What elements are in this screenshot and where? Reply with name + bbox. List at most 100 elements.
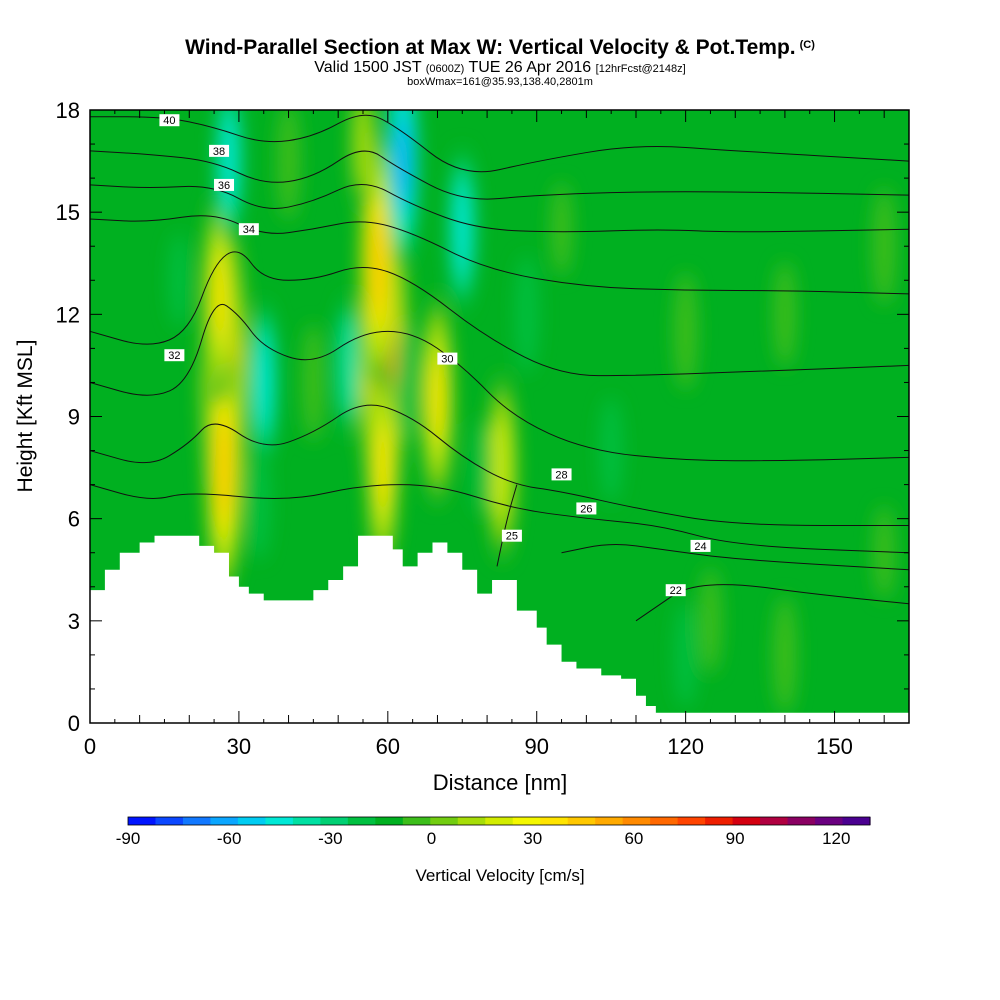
contour-label-30: 30: [441, 354, 453, 366]
velocity-band: [493, 416, 511, 519]
contour-label-bg: [551, 468, 572, 481]
contour-label-bg: [437, 352, 458, 365]
velocity-band: [212, 254, 226, 341]
velocity-cell: [551, 182, 572, 277]
terrain-shape: [90, 535, 909, 723]
theta-contour-36: [90, 183, 909, 233]
velocity-band: [376, 424, 390, 511]
valid-time-line: Valid 1500 JST (0600Z) TUE 26 Apr 2016 […: [0, 59, 1000, 77]
chart-title-mark: (C): [799, 39, 815, 51]
terrain-mask: [90, 535, 909, 723]
velocity-cell: [169, 233, 190, 328]
valid-zulu: (0600Z): [425, 63, 465, 75]
theta-contour-24: [561, 544, 909, 571]
velocity-band: [247, 442, 271, 561]
x-tick-label: 150: [816, 734, 853, 759]
velocity-band: [600, 397, 622, 504]
colorbar-swatch: [650, 817, 679, 825]
velocity-cell: [674, 272, 698, 391]
chart-title: Wind-Parallel Section at Max W: Vertical…: [0, 36, 1000, 60]
colorbar-swatch: [567, 817, 596, 825]
velocity-cell: [396, 323, 420, 442]
contour-label-32: 32: [168, 350, 180, 362]
colorbar-tick-label: 120: [822, 829, 850, 848]
y-tick-label: 3: [68, 609, 80, 634]
velocity-band: [515, 255, 539, 374]
velocity-band: [255, 335, 272, 430]
theta-contour-22: [635, 584, 909, 622]
velocity-cell: [421, 292, 454, 507]
colorbar-label: Vertical Velocity [cm/s]: [415, 866, 584, 885]
colorbar-tick-label: 60: [624, 829, 643, 848]
y-tick-label: 12: [56, 302, 80, 327]
y-tick-label: 6: [68, 507, 80, 532]
velocity-cell: [448, 146, 477, 313]
x-tick-label: 30: [227, 734, 251, 759]
contour-label-bg: [665, 584, 686, 597]
colorbar-swatch: [732, 817, 761, 825]
velocity-band: [371, 214, 385, 312]
velocity-cell: [301, 323, 325, 442]
contour-label-bg: [576, 502, 597, 515]
velocity-cell: [366, 360, 400, 575]
valid-prefix: Valid 1500 JST: [314, 59, 422, 76]
contour-label-bg: [690, 539, 711, 552]
y-tick-label: 0: [68, 711, 80, 736]
velocity-band: [873, 505, 895, 600]
colorbar-swatch: [128, 817, 157, 825]
theta-contour-32: [90, 251, 909, 377]
colorbar-tick-label: -30: [318, 829, 343, 848]
x-tick-label: 0: [84, 734, 96, 759]
velocity-cell: [249, 299, 278, 466]
contour-label-40: 40: [163, 115, 175, 127]
colorbar-swatch: [512, 817, 541, 825]
colorbar-swatch: [347, 817, 376, 825]
colorbar-swatch: [265, 817, 294, 825]
y-tick-label: 18: [56, 98, 80, 123]
contour-label-bg: [164, 349, 185, 362]
velocity-cell: [335, 294, 361, 437]
colorbar-swatch: [595, 817, 624, 825]
velocity-cell: [774, 261, 796, 368]
colorbar-swatch: [760, 817, 789, 825]
velocity-cell: [872, 187, 896, 306]
x-axis-label: Distance [nm]: [433, 770, 568, 795]
velocity-band: [301, 323, 325, 442]
velocity-band: [674, 601, 697, 708]
velocity-cell: [386, 110, 419, 269]
velocity-cell: [674, 601, 697, 708]
colorbar-swatch: [182, 817, 212, 825]
velocity-band: [277, 110, 300, 221]
velocity-cell: [873, 505, 895, 600]
colorbar-swatch: [540, 817, 569, 825]
velocity-band: [396, 323, 420, 442]
theta-contour-26: [90, 484, 909, 554]
y-axis-label: Height [Kft MSL]: [14, 340, 37, 493]
valid-date: TUE 26 Apr 2016: [468, 59, 592, 76]
colorbar-swatch: [320, 817, 349, 825]
velocity-cell: [205, 336, 243, 599]
colorbar-swatch: [842, 817, 871, 825]
velocity-cell: [247, 442, 271, 561]
x-tick-label: 60: [376, 734, 400, 759]
colorbar-swatch: [210, 817, 239, 825]
velocity-cell: [699, 567, 722, 674]
velocity-cell: [600, 397, 622, 504]
velocity-band: [471, 420, 493, 515]
velocity-cell: [202, 190, 236, 405]
boxw-line: boxWmax=161@35.93,138.40,2801m: [407, 76, 593, 88]
theta-contour-30: [90, 303, 909, 462]
contour-label-34: 34: [243, 224, 255, 236]
contour-label-26: 26: [580, 503, 592, 515]
contour-label-36: 36: [218, 180, 230, 192]
contour-label-38: 38: [213, 146, 225, 158]
velocity-band: [454, 182, 471, 276]
contour-label-bg: [159, 114, 180, 127]
colorbar-tick-label: -60: [217, 829, 242, 848]
contour-label-bg: [238, 223, 259, 236]
velocity-cell: [277, 110, 300, 221]
contour-label-25: 25: [506, 531, 518, 543]
colorbar-tick-label: 0: [427, 829, 436, 848]
velocity-cell: [773, 595, 797, 714]
